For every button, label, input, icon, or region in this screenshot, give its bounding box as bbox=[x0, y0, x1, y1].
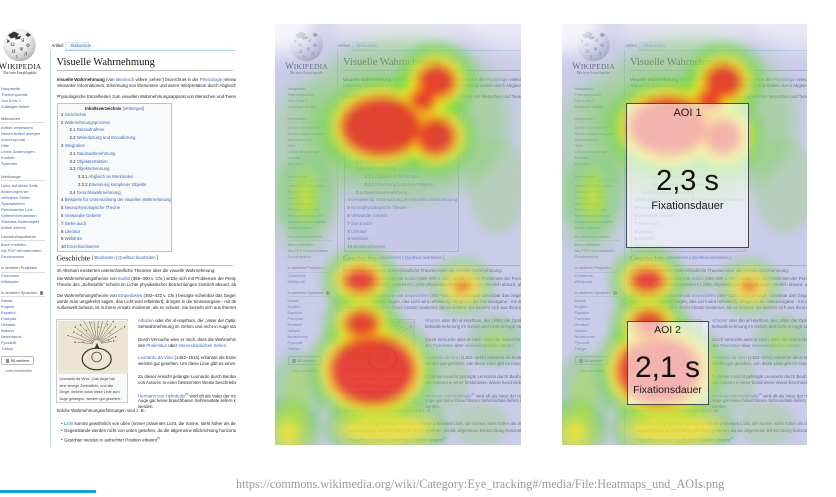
svg-text:Ω: Ω bbox=[11, 42, 15, 48]
svg-text:ξ: ξ bbox=[16, 54, 18, 59]
svg-text:Ф: Ф bbox=[26, 44, 30, 49]
svg-text:И: И bbox=[12, 50, 16, 55]
svg-text:Д: Д bbox=[24, 51, 27, 56]
svg-text:Я: Я bbox=[21, 39, 25, 44]
svg-text:Ψ: Ψ bbox=[20, 48, 24, 53]
